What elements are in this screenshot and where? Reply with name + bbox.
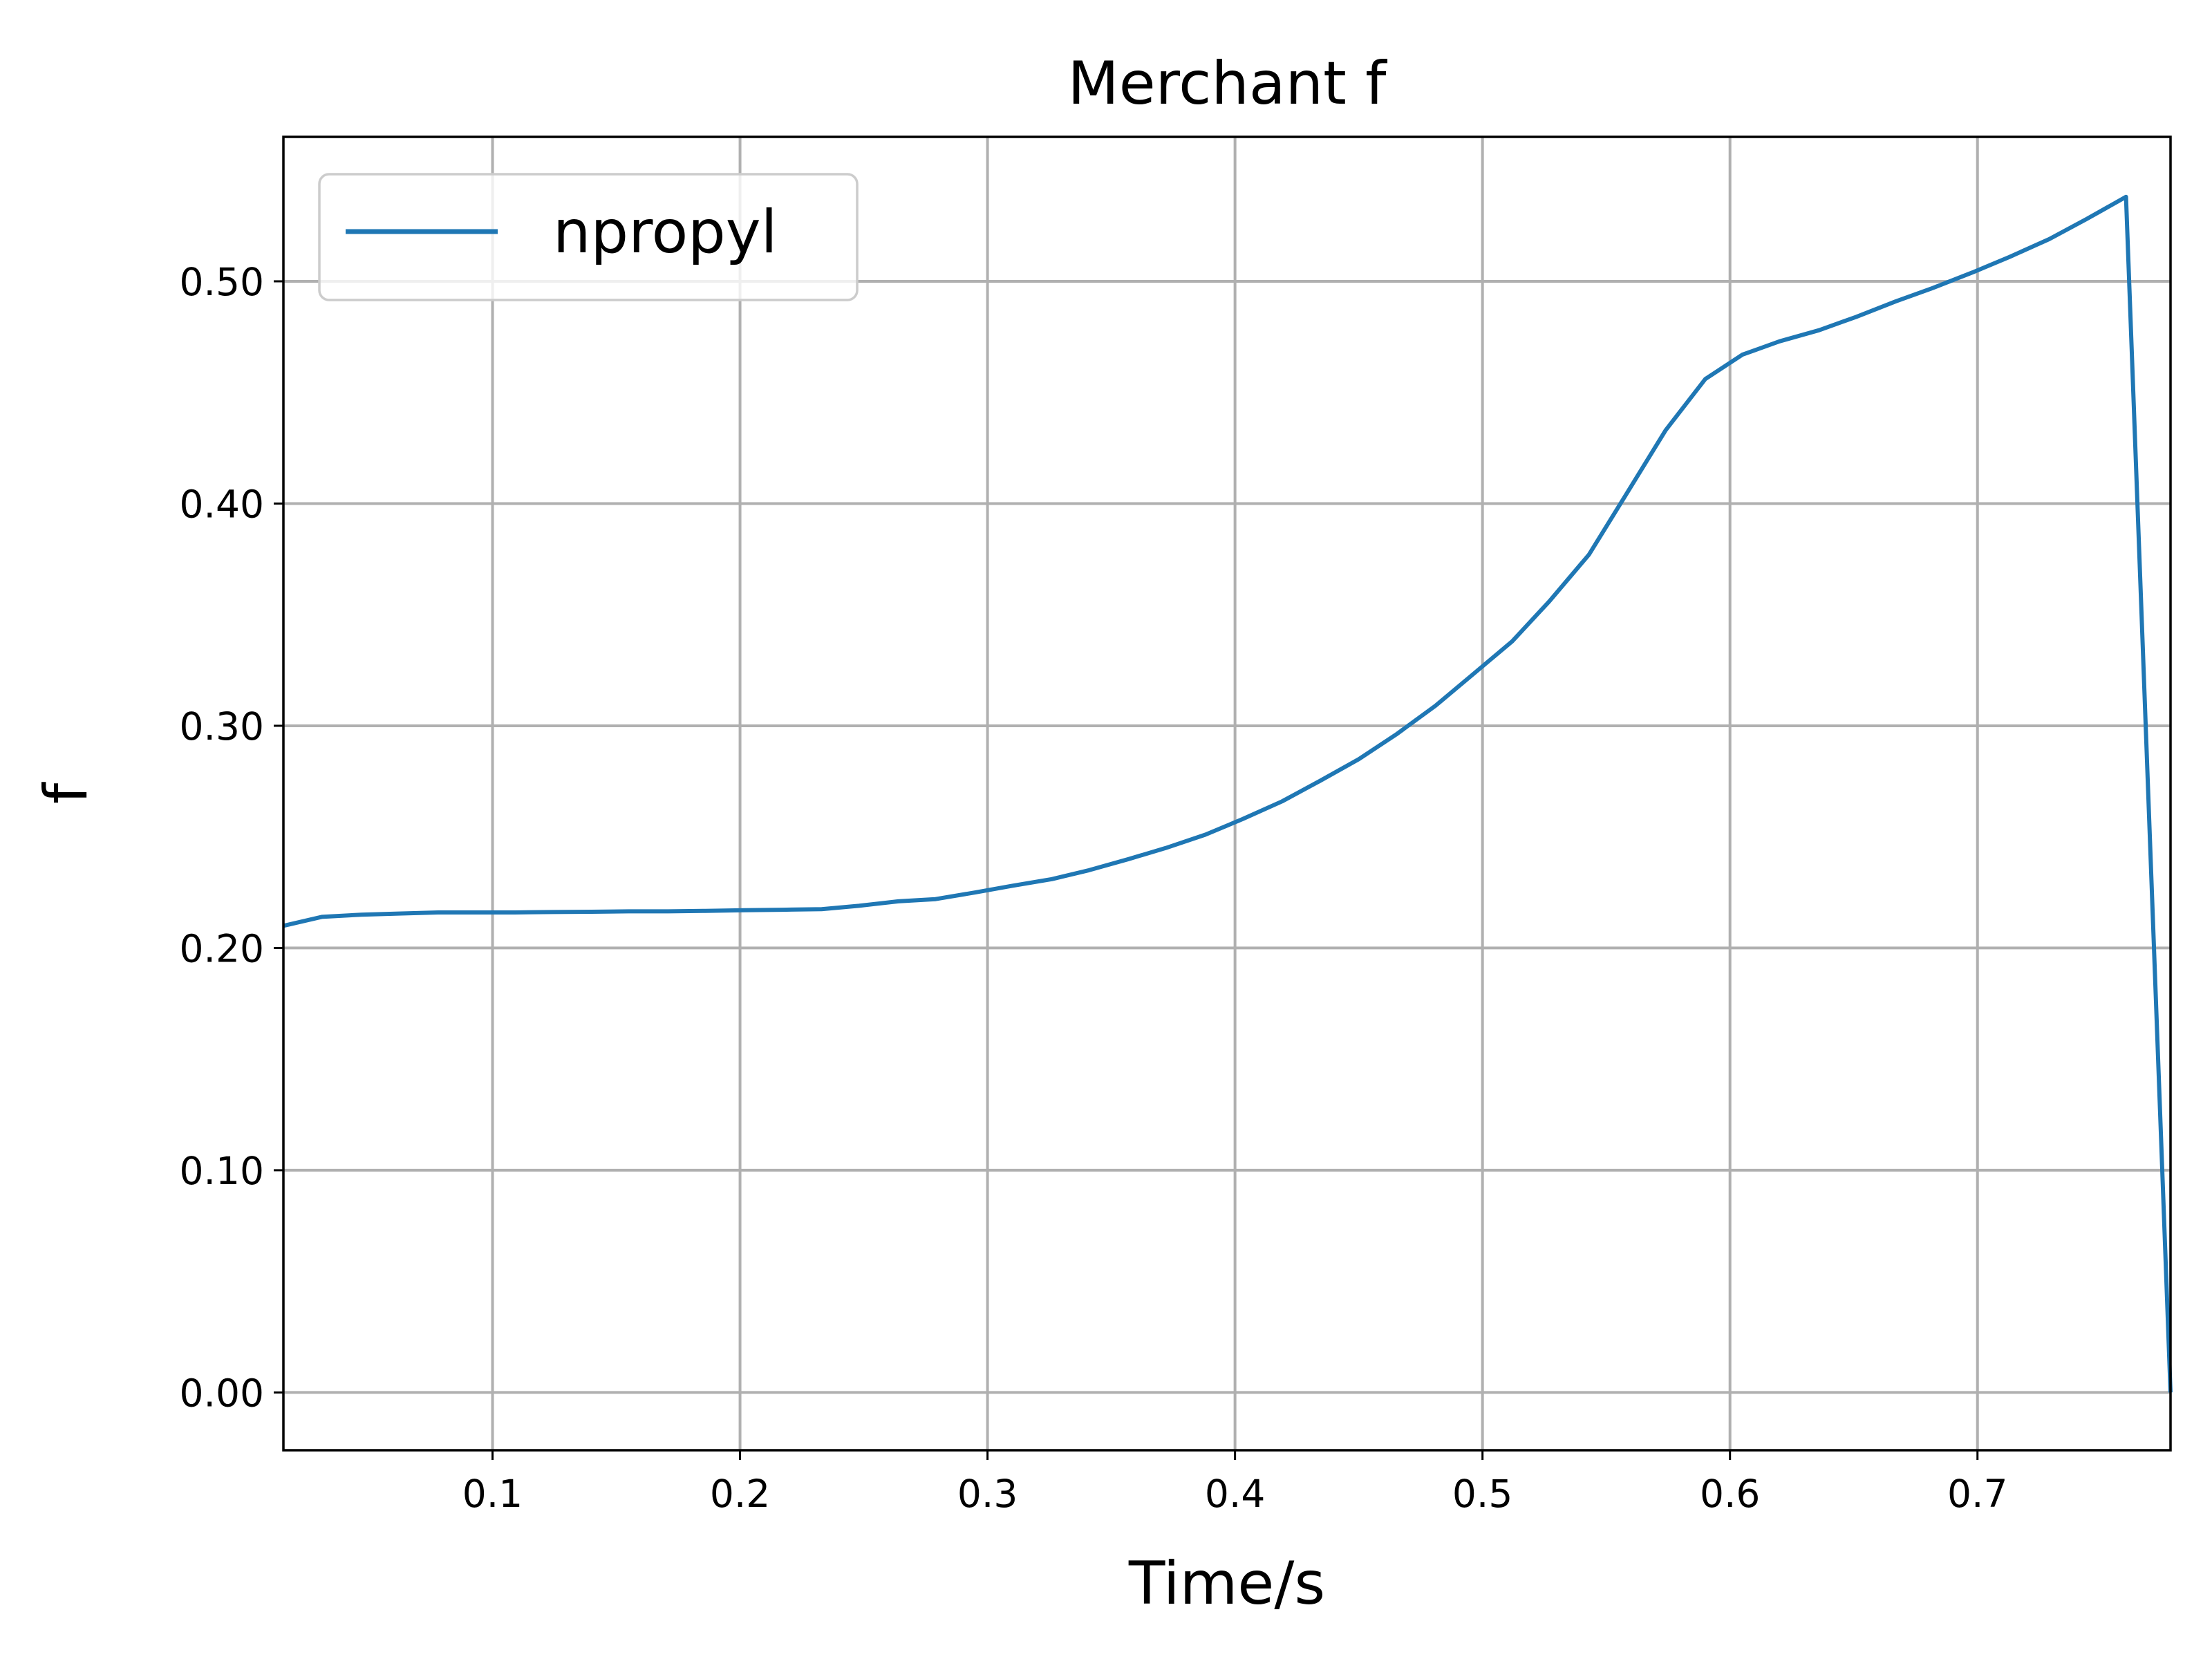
chart-title: Merchant f [1068,49,1388,118]
y-tick-label: 0.00 [180,1371,264,1415]
x-tick-label: 0.1 [462,1472,523,1516]
y-tick-label: 0.40 [180,482,264,526]
x-tick-label: 0.7 [1947,1472,2007,1516]
x-tick-label: 0.2 [710,1472,770,1516]
series-line-npropyl [283,194,2173,1393]
legend: npropyl [318,173,859,301]
y-tick-label: 0.50 [180,260,264,304]
grid [283,137,2171,1450]
x-tick-label: 0.6 [1700,1472,1760,1516]
x-tick-label: 0.3 [957,1472,1018,1516]
x-tick-label: 0.4 [1205,1472,1265,1516]
y-tick-label: 0.30 [180,704,264,749]
x-tick-label: 0.5 [1452,1472,1512,1516]
y-tick-label: 0.20 [180,926,264,971]
series-layer [283,194,2173,1393]
y-tick-label: 0.10 [180,1149,264,1193]
plot-frame [282,135,2172,1452]
legend-entry-npropyl: npropyl [553,198,778,267]
x-axis-label: Time/s [1128,1549,1325,1618]
y-axis-label: f [32,782,101,804]
ticks: 0.1 0.2 0.3 0.4 0.5 0.6 0.7 0.00 0.10 0.20 0.30 0.4… [180,260,2008,1516]
legend-box [318,173,859,301]
